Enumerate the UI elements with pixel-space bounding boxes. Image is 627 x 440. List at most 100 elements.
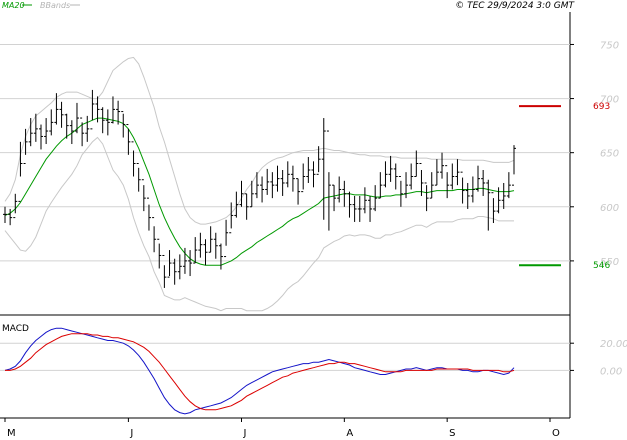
ohlc-bar	[275, 165, 280, 192]
ohlc-bar	[90, 89, 95, 130]
x-tick-label: S	[449, 428, 455, 439]
legend-ma20: MA20	[2, 1, 25, 10]
ohlc-bar	[182, 247, 187, 274]
ohlc-bar	[306, 157, 311, 183]
ohlc-bar	[270, 172, 275, 199]
ohlc-bar	[465, 182, 470, 209]
ohlc-bar	[229, 202, 234, 234]
ohlc-bar	[100, 107, 105, 134]
bollinger-bands	[4, 56, 515, 312]
ohlc-bar	[501, 182, 506, 209]
ohlc-bar	[352, 195, 357, 222]
price-y-axis: 550 600 650 700 750	[570, 40, 619, 268]
price-gridlines	[0, 43, 570, 262]
ohlc-bar	[249, 180, 254, 208]
ohlc-bar	[172, 258, 177, 285]
ohlc-bar	[429, 172, 434, 199]
ohlc-bar	[280, 169, 285, 196]
ohlc-bar	[141, 179, 146, 212]
ohlc-bar	[460, 171, 465, 204]
macd-panel-label: MACD	[2, 324, 29, 334]
ohlc-bar	[167, 250, 172, 278]
ohlc-bar	[404, 172, 409, 199]
ohlc-bar	[311, 161, 316, 188]
ohlc-bar	[49, 109, 54, 136]
ohlc-bar	[470, 176, 475, 203]
ohlc-bar	[260, 176, 265, 203]
ohlc-bar	[239, 180, 244, 207]
ohlc-bar	[424, 182, 429, 212]
ohlc-bar	[64, 113, 69, 139]
level-markers: 693 546	[519, 102, 610, 271]
signal-line	[5, 333, 515, 411]
ohlc-bar	[383, 161, 388, 188]
macd-y-tick-label: 20.00	[600, 339, 627, 350]
ohlc-bar	[121, 111, 126, 138]
ohlc-bar	[512, 145, 516, 186]
ohlc-bar	[332, 184, 337, 212]
price-y-tick-label: 600	[600, 203, 619, 214]
ohlc-bar	[285, 161, 290, 188]
ohlc-bar	[450, 163, 455, 190]
ohlc-bar	[265, 168, 270, 195]
ohlc-bar	[337, 176, 342, 203]
ohlc-bar	[157, 238, 162, 269]
ohlc-bar	[440, 152, 445, 179]
ohlc-bar	[28, 118, 33, 147]
ohlc-bar	[301, 163, 306, 193]
ohlc-bar	[74, 102, 79, 134]
ohlc-bar	[80, 117, 85, 147]
ohlc-bar	[152, 217, 157, 253]
ohlc-bar	[198, 232, 203, 258]
ohlc-bar	[44, 118, 49, 145]
ohlc-bar	[95, 96, 100, 123]
resistance-label: 693	[593, 102, 610, 112]
ohlc-bar	[116, 100, 121, 125]
ohlc-bar	[218, 243, 223, 270]
ohlc-bar	[110, 96, 115, 124]
macd-gridlines	[0, 342, 570, 371]
ohlc-bar	[23, 128, 28, 164]
ohlc-bar	[105, 109, 110, 136]
ohlc-bar	[162, 254, 167, 288]
ohlc-bar	[3, 206, 7, 224]
ohlc-bar	[244, 193, 249, 220]
ohlc-bar	[203, 239, 208, 266]
ohlc-bar	[296, 178, 301, 205]
ohlc-bar	[136, 163, 141, 192]
ohlc-bar	[69, 120, 74, 145]
ohlc-bar	[126, 124, 131, 155]
ohlc-bar	[59, 101, 64, 128]
x-tick-label: J	[129, 428, 133, 439]
ohlc-bar	[342, 180, 347, 207]
price-y-tick-label: 700	[600, 95, 619, 106]
ohlc-bar	[445, 165, 450, 199]
macd-lines	[4, 327, 515, 415]
price-y-tick-label: 750	[600, 40, 619, 51]
ohlc-bar	[18, 141, 23, 202]
ohlc-bar	[496, 187, 501, 214]
x-tick-label: A	[346, 428, 353, 439]
copyright-text: © TEC 29/9/2024 3:0 GMT	[455, 1, 575, 11]
ohlc-bar	[208, 226, 213, 253]
ohlc-bar	[388, 155, 393, 182]
ohlc-bar	[13, 193, 18, 219]
ma20-line	[4, 117, 515, 266]
ohlc-bar	[38, 124, 43, 150]
ohlc-bar	[146, 197, 151, 231]
ohlc-bar	[491, 192, 496, 224]
ohlc-bar	[177, 254, 182, 280]
ohlc-bar	[378, 172, 383, 199]
ohlc-bar	[393, 163, 398, 190]
ohlc-bar	[131, 141, 136, 177]
legend-bbands: BBands	[40, 1, 70, 10]
ma20-layer	[4, 117, 515, 266]
ohlc-bar	[481, 169, 486, 196]
macd-y-axis: 0.00 20.00	[570, 339, 627, 377]
ohlc-bar	[8, 208, 13, 226]
bb-upper-line	[4, 56, 515, 225]
ohlc-bar	[316, 146, 321, 175]
ohlc-bar	[234, 191, 239, 218]
